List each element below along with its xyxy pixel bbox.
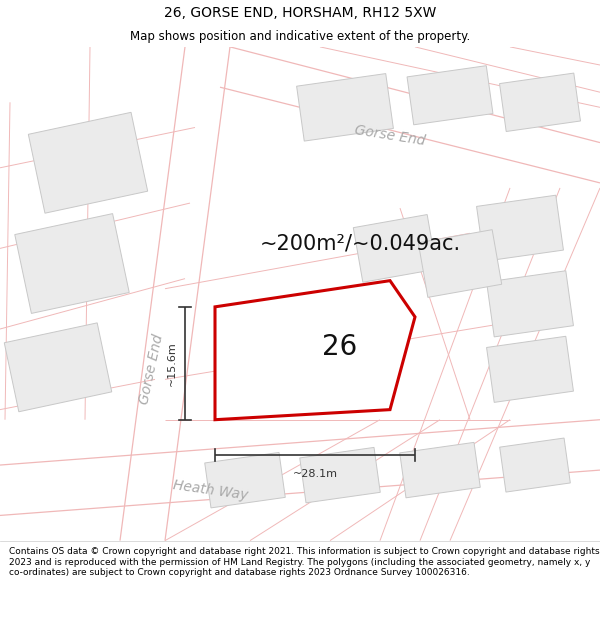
Polygon shape: [500, 73, 580, 131]
Text: Gorse End: Gorse End: [138, 333, 166, 406]
Text: Map shows position and indicative extent of the property.: Map shows position and indicative extent…: [130, 30, 470, 43]
Text: ~28.1m: ~28.1m: [293, 469, 337, 479]
Polygon shape: [215, 281, 415, 420]
Polygon shape: [487, 336, 574, 402]
Polygon shape: [487, 271, 574, 337]
Text: Contains OS data © Crown copyright and database right 2021. This information is : Contains OS data © Crown copyright and d…: [9, 548, 599, 577]
Polygon shape: [407, 66, 493, 125]
Polygon shape: [353, 214, 437, 282]
Polygon shape: [500, 438, 571, 492]
Text: ~15.6m: ~15.6m: [167, 341, 177, 386]
Polygon shape: [476, 195, 563, 261]
Polygon shape: [15, 214, 129, 313]
Text: Heath Way: Heath Way: [172, 478, 248, 502]
Polygon shape: [418, 229, 502, 298]
Polygon shape: [296, 74, 394, 141]
Text: ~200m²/~0.049ac.: ~200m²/~0.049ac.: [259, 233, 461, 253]
Polygon shape: [28, 112, 148, 213]
Polygon shape: [4, 323, 112, 412]
Polygon shape: [400, 442, 480, 498]
Polygon shape: [300, 448, 380, 503]
Text: 26: 26: [322, 332, 358, 361]
Text: Gorse End: Gorse End: [353, 123, 427, 148]
Text: 26, GORSE END, HORSHAM, RH12 5XW: 26, GORSE END, HORSHAM, RH12 5XW: [164, 6, 436, 20]
Polygon shape: [205, 452, 285, 508]
